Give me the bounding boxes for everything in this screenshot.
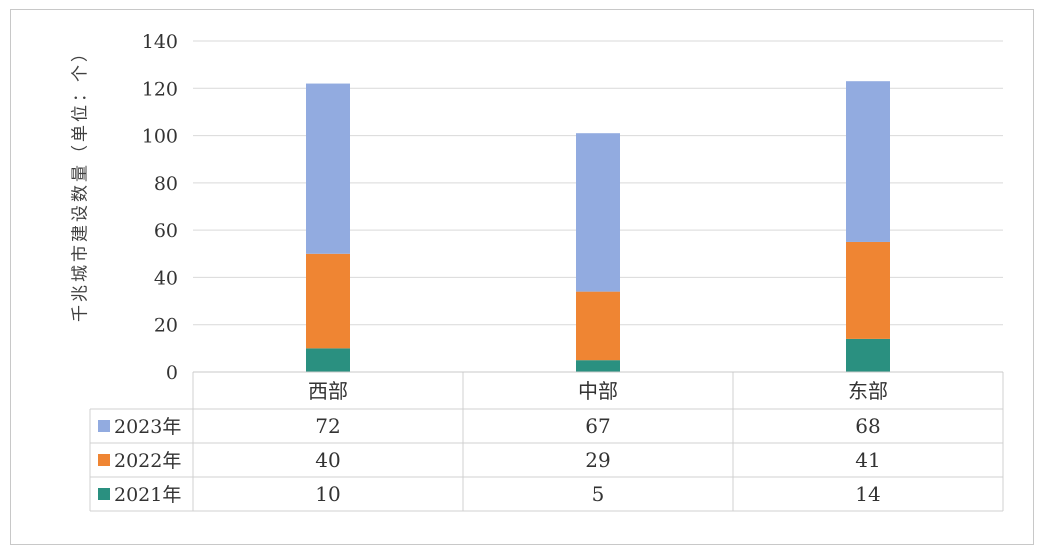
y-tick-label: 120 xyxy=(142,78,178,100)
legend-label: 2023年 xyxy=(114,416,181,438)
bar-segment xyxy=(846,241,890,339)
data-label: 67 xyxy=(585,414,610,438)
legend-swatch xyxy=(98,488,110,500)
bar-segment xyxy=(576,360,620,372)
data-label: 29 xyxy=(585,448,610,472)
y-tick-label: 60 xyxy=(154,220,178,242)
legend-swatch xyxy=(98,454,110,466)
data-label: 41 xyxy=(855,448,880,472)
chart-frame xyxy=(10,9,1034,545)
y-tick-label: 0 xyxy=(166,362,178,384)
bar-segment xyxy=(576,133,620,292)
category-label: 东部 xyxy=(848,379,888,403)
category-label: 中部 xyxy=(578,379,618,403)
y-tick-label: 100 xyxy=(142,126,178,148)
data-label: 72 xyxy=(315,414,340,438)
data-label: 14 xyxy=(855,482,880,506)
y-tick-label: 140 xyxy=(142,31,178,53)
y-tick-label: 40 xyxy=(154,267,178,289)
data-label: 5 xyxy=(592,482,605,506)
y-tick-label: 20 xyxy=(154,315,178,337)
data-label: 68 xyxy=(855,414,880,438)
legend-swatch xyxy=(98,420,110,432)
bar-segment xyxy=(846,338,890,372)
legend-label: 2022年 xyxy=(114,450,181,472)
legend-label: 2021年 xyxy=(114,484,181,506)
y-tick-label: 80 xyxy=(154,173,178,195)
bar-segment xyxy=(306,83,350,254)
bar-segment xyxy=(576,291,620,361)
bar-segment xyxy=(306,253,350,349)
data-label: 40 xyxy=(315,448,340,472)
data-label: 10 xyxy=(315,482,340,506)
bar-segment xyxy=(846,81,890,242)
category-label: 西部 xyxy=(308,379,348,403)
bar-segment xyxy=(306,348,350,372)
